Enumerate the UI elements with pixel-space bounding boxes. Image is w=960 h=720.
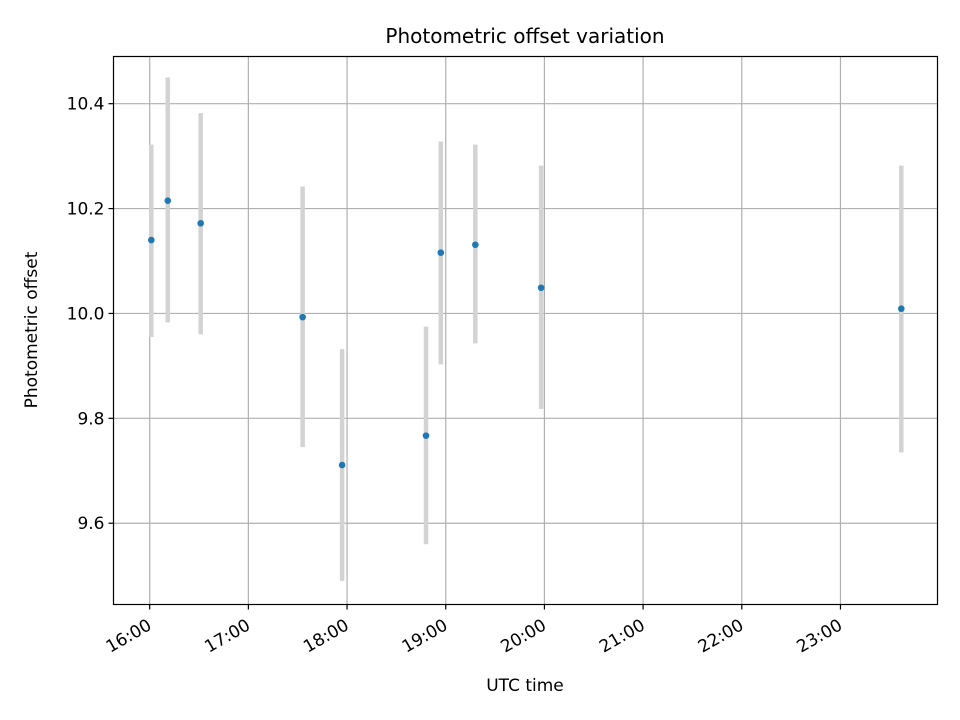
plot-frame (112, 55, 939, 606)
x-tick-label: 16:00 (103, 616, 155, 658)
y-tick-label: 9.6 (77, 514, 104, 534)
data-point (148, 236, 155, 244)
data-point (537, 284, 545, 292)
data-points (148, 197, 905, 469)
x-tick-label: 18:00 (300, 616, 352, 658)
x-tick-label: 22:00 (695, 616, 747, 658)
grid-lines (113, 56, 938, 605)
data-point (472, 241, 479, 249)
y-tick-label: 10.0 (67, 304, 105, 324)
x-tick-label: 21:00 (596, 616, 648, 658)
x-tick-label: 23:00 (794, 616, 846, 658)
chart-title: Photometric offset variation (385, 24, 664, 48)
error-bars (149, 77, 904, 581)
x-axis-label: UTC time (486, 676, 564, 696)
x-tick-label: 19:00 (399, 616, 451, 658)
y-axis-label: Photometric offset (22, 251, 42, 408)
y-tick-label: 10.2 (67, 200, 105, 220)
x-axis-ticks: 16:00 17:00 18:00 19:00 20:00 21:00 22:00 23:00 (103, 604, 846, 658)
data-point (164, 197, 172, 205)
y-tick-label: 9.8 (77, 409, 104, 429)
data-point (299, 313, 306, 321)
x-tick-label: 20:00 (497, 616, 549, 658)
data-point (197, 219, 204, 227)
data-point (898, 305, 905, 313)
data-point (422, 432, 430, 439)
y-tick-label: 10.4 (67, 95, 105, 115)
x-tick-label: 17:00 (201, 616, 253, 658)
data-point (338, 461, 346, 469)
y-axis-ticks: 9.6 9.8 10.0 10.2 10.4 (67, 95, 114, 534)
data-point (437, 249, 445, 256)
